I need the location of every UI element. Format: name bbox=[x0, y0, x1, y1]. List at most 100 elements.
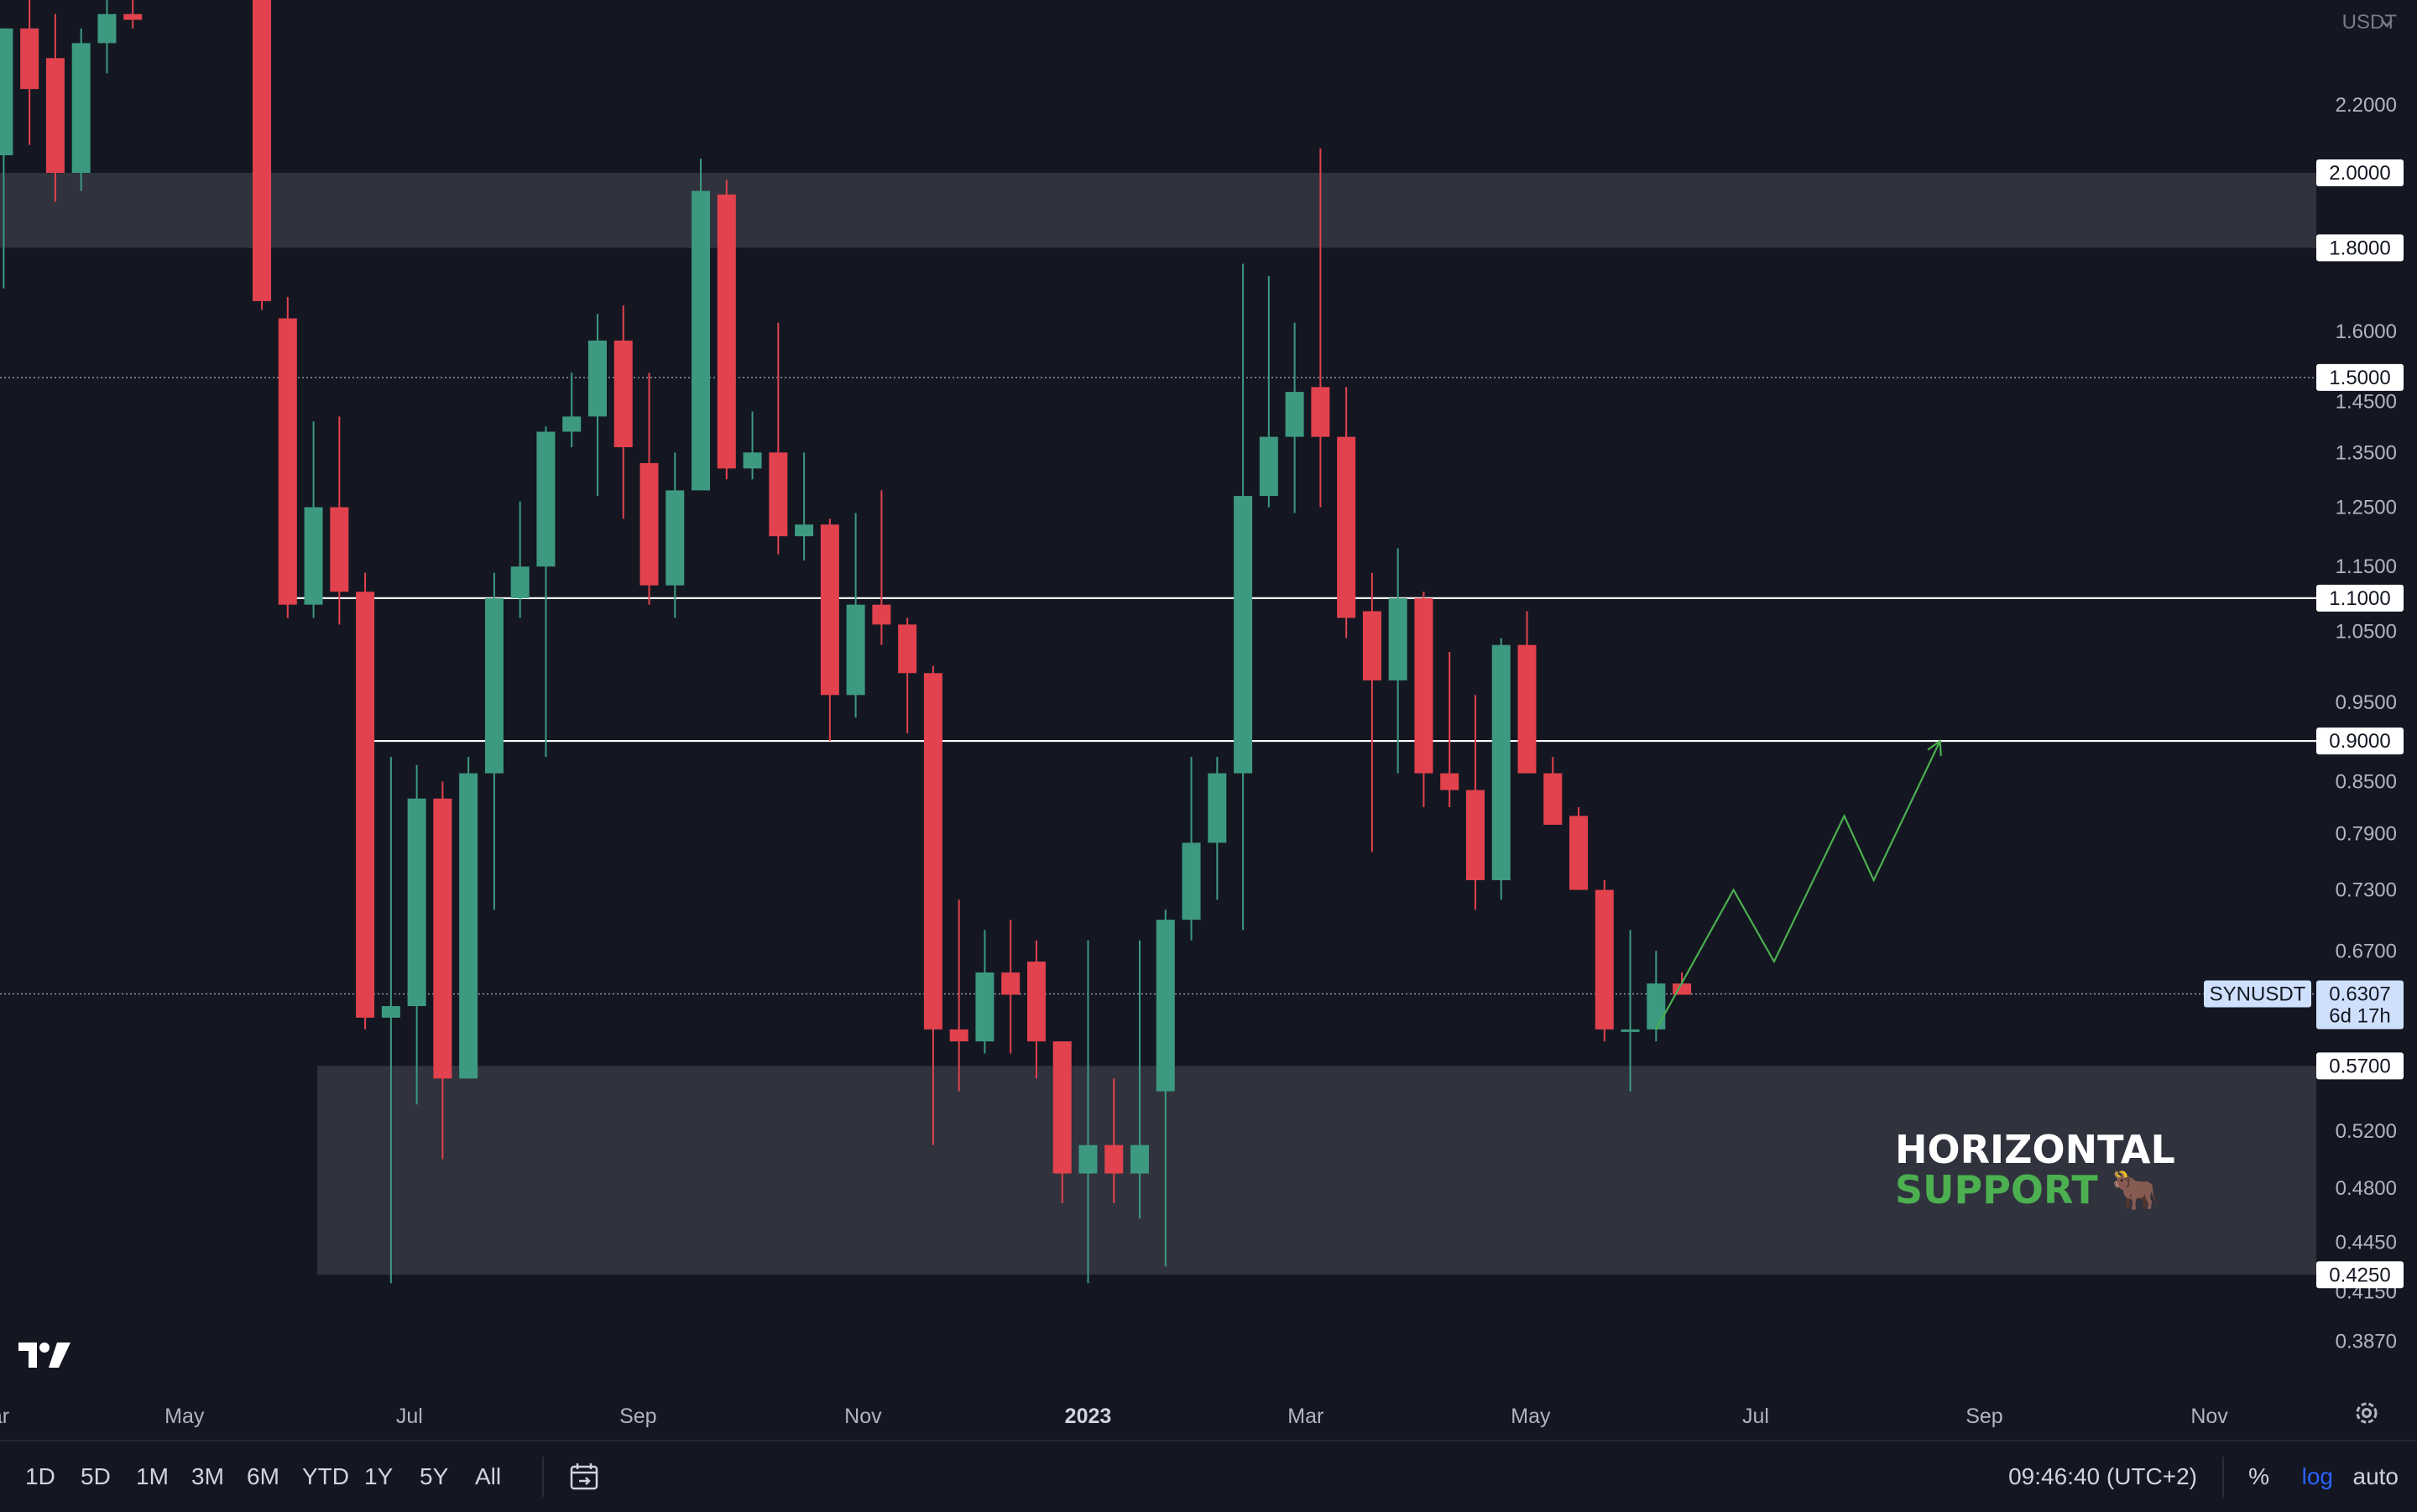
range-button-ytd[interactable]: YTD bbox=[302, 1463, 349, 1489]
annotation-line1: HORIZONTAL bbox=[1895, 1127, 2175, 1172]
percent-scale-button[interactable]: % bbox=[2248, 1463, 2269, 1489]
annotation-line2: SUPPORT bbox=[1895, 1167, 2098, 1212]
price-label-box bbox=[2316, 727, 2404, 755]
supply-demand-zones bbox=[0, 172, 2316, 1275]
candle-body bbox=[820, 524, 839, 696]
price-label-box bbox=[2316, 1052, 2404, 1080]
x-tick-label: May bbox=[1511, 1405, 1551, 1428]
candle-body bbox=[639, 462, 659, 586]
candle-body bbox=[407, 798, 426, 1007]
clock-timezone[interactable]: 09:46:40 (UTC+2) bbox=[2008, 1463, 2197, 1489]
chevron-down-icon[interactable] bbox=[2381, 19, 2393, 28]
range-button-1y[interactable]: 1Y bbox=[364, 1463, 394, 1489]
y-tick-label: 0.4800 bbox=[2336, 1177, 2397, 1200]
candle-body bbox=[666, 490, 685, 586]
candle-body bbox=[613, 340, 633, 448]
y-tick-label: 0.3870 bbox=[2336, 1331, 2397, 1353]
range-button-all[interactable]: All bbox=[475, 1463, 502, 1489]
auto-scale-button[interactable]: auto bbox=[2352, 1463, 2399, 1489]
toolbar-divider bbox=[542, 1457, 544, 1497]
zone-rect bbox=[316, 1066, 2316, 1275]
bottom-toolbar: 1D 5D 1M 3M 6M YTD 1Y 5Y All 09:46:40 (UTC+2) % … bbox=[0, 1440, 2417, 1512]
last-price-label: 0.6307 bbox=[2329, 983, 2390, 1006]
x-tick-label: Sep bbox=[1965, 1405, 2002, 1428]
candle-body bbox=[433, 798, 452, 1079]
candle-body bbox=[1517, 644, 1537, 774]
x-tick-label: Jul bbox=[1742, 1405, 1769, 1428]
price-label: 1.5000 bbox=[2329, 367, 2390, 389]
price-label: 2.0000 bbox=[2329, 162, 2390, 185]
range-button-5y[interactable]: 5Y bbox=[420, 1463, 449, 1489]
projection-path bbox=[1655, 740, 1941, 1030]
candle-body bbox=[97, 13, 117, 44]
candle-body bbox=[0, 28, 13, 156]
candle-body bbox=[1182, 842, 1201, 920]
candle-body bbox=[1052, 1041, 1072, 1174]
price-label-box bbox=[2316, 159, 2404, 186]
toolbar-divider bbox=[2222, 1457, 2224, 1497]
candle-body bbox=[795, 524, 814, 537]
candle-body bbox=[1259, 436, 1278, 497]
candle-body bbox=[1621, 1029, 1640, 1032]
candle-body bbox=[278, 318, 297, 605]
candle-body bbox=[692, 190, 711, 491]
candle-body bbox=[1130, 1144, 1150, 1174]
candle-body bbox=[1104, 1144, 1124, 1174]
price-label-box bbox=[2316, 234, 2404, 262]
range-button-3m[interactable]: 3M bbox=[191, 1463, 224, 1489]
y-tick-label: 0.7300 bbox=[2336, 879, 2397, 902]
y-tick-label: 0.9500 bbox=[2336, 691, 2397, 714]
candle-body bbox=[562, 416, 582, 432]
x-tick-label: Nov bbox=[2190, 1405, 2228, 1428]
range-button-1m[interactable]: 1M bbox=[136, 1463, 169, 1489]
range-button-6m[interactable]: 6M bbox=[247, 1463, 279, 1489]
y-tick-label: 0.7900 bbox=[2336, 823, 2397, 846]
gear-icon[interactable] bbox=[2353, 1400, 2380, 1426]
x-tick-label: ar bbox=[0, 1405, 9, 1428]
y-tick-label: 0.6700 bbox=[2336, 940, 2397, 962]
candle-body bbox=[20, 28, 39, 90]
candle-body bbox=[1337, 436, 1356, 618]
symbol-tag-box bbox=[2204, 980, 2311, 1008]
y-tick-label: 1.1500 bbox=[2336, 555, 2397, 578]
price-axis: 2.2000 1.6000 1.4500 1.3500 1.2500 1.1500 1.05… bbox=[2204, 94, 2404, 1353]
candle-body bbox=[330, 507, 349, 592]
candle-body bbox=[975, 972, 994, 1042]
candle-body bbox=[1078, 1144, 1098, 1174]
candle-body bbox=[381, 1006, 400, 1018]
x-tick-label: Jul bbox=[396, 1405, 423, 1428]
candle-body bbox=[717, 194, 736, 469]
log-scale-button[interactable]: log bbox=[2301, 1463, 2333, 1489]
symbol-tag: SYNUSDT bbox=[2210, 983, 2306, 1006]
candle-body bbox=[846, 604, 865, 696]
candle-body bbox=[1647, 983, 1666, 1030]
candle-body bbox=[356, 592, 375, 1018]
y-tick-label: 0.4450 bbox=[2336, 1231, 2397, 1254]
candle-body bbox=[123, 13, 143, 20]
range-button-5d[interactable]: 5D bbox=[81, 1463, 111, 1489]
currency-selector[interactable]: USDT bbox=[2342, 11, 2398, 34]
y-tick-label: 1.4500 bbox=[2336, 391, 2397, 414]
candle-body bbox=[1440, 773, 1459, 790]
y-tick-label: 0.5200 bbox=[2336, 1120, 2397, 1143]
calendar-goto-icon[interactable] bbox=[569, 1462, 599, 1492]
candle-body bbox=[1234, 496, 1253, 774]
price-label: 0.4250 bbox=[2329, 1264, 2390, 1286]
candle-body bbox=[743, 452, 762, 469]
last-price-box bbox=[2316, 980, 2404, 1030]
bar-countdown: 6d 17h bbox=[2329, 1005, 2390, 1028]
tradingview-logo-icon[interactable] bbox=[18, 1341, 70, 1369]
y-tick-label: 1.0500 bbox=[2336, 620, 2397, 643]
candle-body bbox=[923, 673, 942, 1030]
candle-body bbox=[1156, 920, 1175, 1092]
price-label-box bbox=[2316, 584, 2404, 612]
candle-body bbox=[1208, 773, 1227, 843]
zone-rect bbox=[0, 172, 2316, 248]
y-tick-label: 1.2500 bbox=[2336, 497, 2397, 519]
range-button-1d[interactable]: 1D bbox=[25, 1463, 55, 1489]
price-label: 1.1000 bbox=[2329, 587, 2390, 610]
candle-body bbox=[1491, 644, 1511, 881]
price-chart[interactable]: 2.2000 1.6000 1.4500 1.3500 1.2500 1.1500 1.05… bbox=[0, 0, 2417, 1440]
candle-body bbox=[253, 0, 272, 301]
